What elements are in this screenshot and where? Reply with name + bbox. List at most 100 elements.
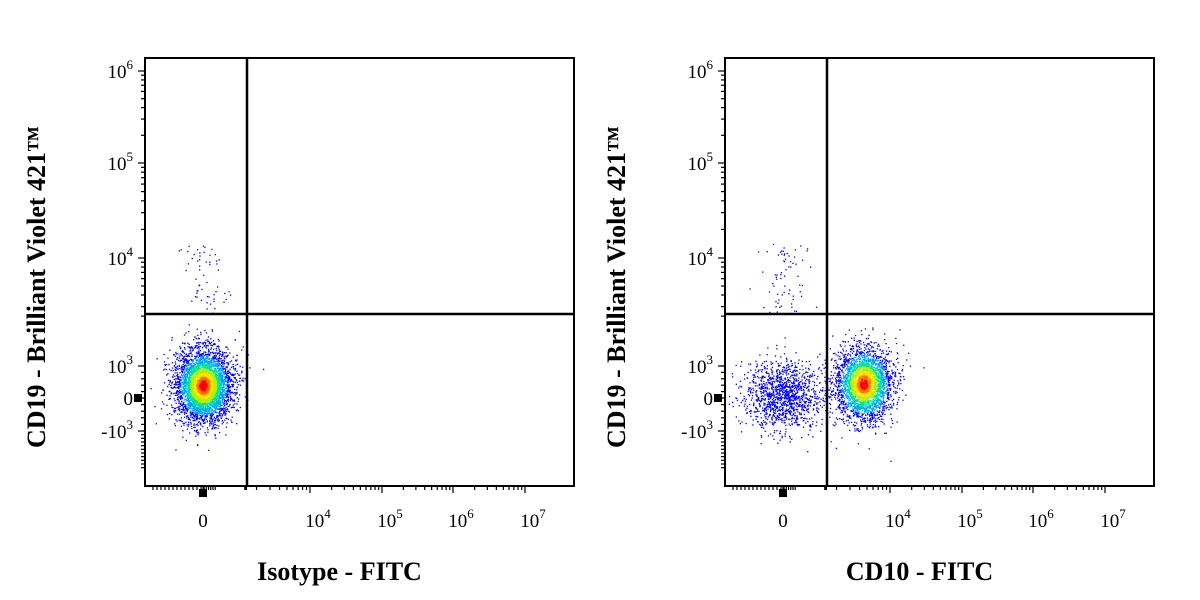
event-point xyxy=(232,404,234,406)
event-point xyxy=(204,354,206,357)
event-point xyxy=(197,384,199,386)
event-point xyxy=(199,371,201,373)
event-point xyxy=(195,406,198,409)
event-point xyxy=(205,434,207,436)
event-point xyxy=(196,378,198,380)
event-point xyxy=(171,406,173,408)
event-point xyxy=(221,386,223,388)
event-point xyxy=(211,395,213,398)
event-point xyxy=(191,366,193,368)
event-point xyxy=(212,378,214,380)
event-point xyxy=(227,384,229,386)
event-point xyxy=(204,391,206,394)
event-point xyxy=(198,401,201,403)
event-point xyxy=(204,384,207,386)
event-point xyxy=(224,410,227,412)
event-point xyxy=(184,348,186,350)
event-point xyxy=(194,395,196,397)
event-point xyxy=(212,380,214,382)
event-point xyxy=(748,387,750,389)
population-0 xyxy=(728,337,856,453)
event-point xyxy=(784,412,787,414)
event-point xyxy=(203,396,205,398)
event-point xyxy=(760,376,762,379)
event-point xyxy=(205,392,207,394)
event-point xyxy=(172,374,175,376)
event-point xyxy=(740,431,743,433)
event-point xyxy=(802,409,804,411)
event-point xyxy=(206,363,209,365)
event-point xyxy=(198,397,200,399)
event-point xyxy=(235,364,237,366)
event-point xyxy=(777,381,779,383)
event-point xyxy=(193,407,195,409)
event-point xyxy=(180,249,182,251)
event-point xyxy=(190,410,192,412)
event-point xyxy=(201,378,203,381)
event-point xyxy=(196,382,198,384)
event-point xyxy=(176,394,178,396)
event-point xyxy=(223,380,225,382)
event-point xyxy=(209,371,212,373)
event-point xyxy=(205,373,207,375)
event-point xyxy=(205,382,207,384)
event-point xyxy=(203,367,206,370)
event-point xyxy=(223,355,225,358)
event-point xyxy=(197,407,199,409)
event-point xyxy=(187,415,189,417)
event-point xyxy=(219,375,221,378)
event-point xyxy=(219,389,221,391)
event-point xyxy=(218,361,220,363)
event-point xyxy=(193,371,195,374)
event-point xyxy=(198,432,200,434)
event-point xyxy=(194,386,196,389)
event-point xyxy=(190,390,192,392)
event-point xyxy=(204,375,206,377)
event-point xyxy=(746,405,749,407)
event-point xyxy=(184,405,186,407)
event-point xyxy=(775,378,777,380)
event-point xyxy=(195,395,197,398)
event-point xyxy=(224,410,226,412)
event-point xyxy=(174,361,176,363)
event-point xyxy=(790,404,792,406)
event-point xyxy=(209,398,212,400)
event-point xyxy=(172,392,174,395)
event-point xyxy=(201,415,203,417)
event-point xyxy=(211,392,213,394)
event-point xyxy=(186,370,188,372)
event-point xyxy=(790,390,792,392)
event-point xyxy=(194,345,196,347)
event-point xyxy=(217,392,219,394)
event-point xyxy=(207,377,209,379)
event-point xyxy=(217,389,219,392)
event-point xyxy=(768,403,770,405)
event-point xyxy=(187,250,189,253)
event-point xyxy=(183,347,186,349)
event-point xyxy=(753,389,755,391)
event-point xyxy=(788,365,790,368)
event-point xyxy=(760,426,763,428)
event-point xyxy=(200,408,202,410)
event-point xyxy=(174,384,176,386)
event-point xyxy=(187,395,189,397)
event-point xyxy=(220,376,222,378)
event-point xyxy=(191,388,193,390)
event-point xyxy=(758,399,761,402)
event-point xyxy=(194,414,197,416)
event-point xyxy=(203,407,205,410)
event-point xyxy=(800,414,802,416)
event-point xyxy=(205,373,207,376)
event-point xyxy=(196,417,198,419)
event-point xyxy=(193,394,195,396)
event-point xyxy=(200,392,202,394)
event-point xyxy=(187,361,189,363)
event-point xyxy=(792,389,794,391)
event-point xyxy=(798,359,800,361)
event-point xyxy=(193,253,195,256)
event-point xyxy=(205,400,207,402)
event-point xyxy=(220,397,223,400)
event-point xyxy=(239,406,241,409)
y-axis-label: CD19 - Brilliant Violet 421™ xyxy=(22,126,51,448)
event-point xyxy=(226,367,228,369)
